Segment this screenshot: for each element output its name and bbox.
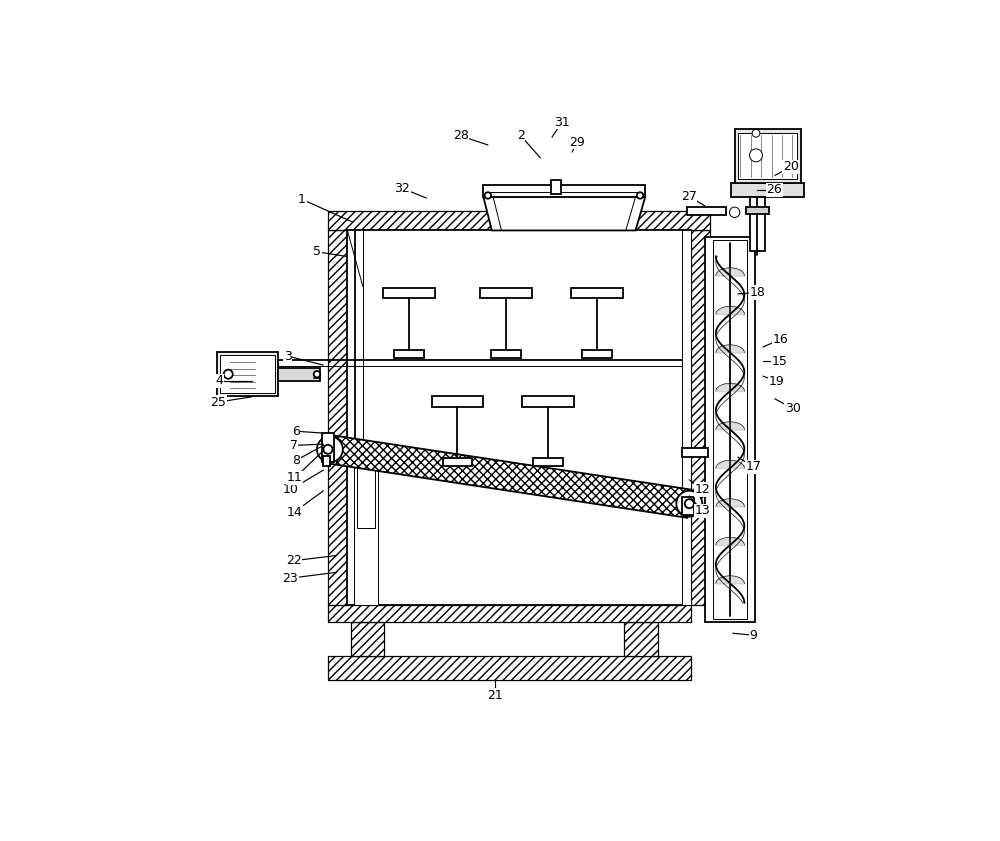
Polygon shape (483, 197, 645, 230)
Bar (394, 350, 424, 358)
Text: 8: 8 (292, 454, 300, 467)
Bar (323, 457, 330, 466)
Circle shape (314, 371, 320, 378)
Text: 25: 25 (211, 395, 226, 409)
Text: 7: 7 (290, 439, 298, 452)
Bar (533, 458, 563, 466)
Bar (220, 356, 275, 393)
Bar (354, 449, 378, 605)
Bar (738, 133, 797, 179)
Bar (750, 197, 765, 251)
Text: 32: 32 (395, 182, 410, 195)
Bar (746, 207, 769, 214)
Text: 1: 1 (298, 193, 306, 206)
Bar (480, 288, 532, 299)
Text: 16: 16 (773, 333, 788, 346)
Bar (322, 433, 334, 463)
Text: 29: 29 (569, 136, 585, 149)
Text: 15: 15 (771, 355, 787, 368)
Bar (682, 497, 694, 516)
Bar (491, 350, 521, 358)
Polygon shape (328, 436, 691, 518)
Bar (624, 622, 658, 656)
Bar (328, 656, 691, 680)
Bar (687, 207, 726, 215)
Text: 20: 20 (783, 161, 799, 173)
Bar (735, 130, 801, 182)
Bar (682, 448, 708, 458)
Text: 18: 18 (749, 286, 765, 299)
Text: 12: 12 (694, 483, 710, 496)
Bar (571, 288, 623, 299)
Circle shape (323, 445, 332, 454)
Text: 5: 5 (313, 246, 321, 258)
Bar (443, 458, 472, 466)
Bar (682, 230, 691, 605)
Circle shape (729, 207, 740, 218)
Bar (713, 241, 747, 619)
Bar (328, 211, 710, 230)
Text: 30: 30 (785, 402, 801, 415)
Bar (522, 396, 574, 406)
Circle shape (224, 370, 233, 378)
Text: 26: 26 (766, 183, 782, 196)
Text: 11: 11 (287, 471, 303, 484)
Bar (383, 288, 435, 299)
Text: 19: 19 (769, 375, 785, 388)
Text: 2: 2 (517, 130, 525, 142)
Text: 13: 13 (694, 505, 710, 517)
Text: 23: 23 (283, 572, 298, 584)
Bar (351, 622, 384, 656)
Bar (357, 449, 375, 528)
Text: 31: 31 (554, 116, 570, 129)
Text: 4: 4 (215, 374, 223, 387)
Bar (328, 605, 691, 622)
Bar (278, 368, 320, 381)
Circle shape (676, 491, 702, 516)
Text: 10: 10 (283, 483, 299, 496)
Bar (217, 352, 278, 396)
Text: 21: 21 (487, 689, 503, 702)
Text: 27: 27 (681, 189, 697, 203)
Bar (582, 350, 612, 358)
Text: 3: 3 (284, 350, 292, 362)
Circle shape (685, 500, 694, 508)
Circle shape (752, 130, 760, 137)
Text: 22: 22 (286, 554, 301, 567)
Bar (731, 182, 804, 197)
Bar (483, 185, 645, 197)
Text: 17: 17 (745, 460, 761, 473)
Circle shape (485, 193, 491, 198)
Circle shape (750, 149, 762, 161)
Text: 28: 28 (453, 130, 469, 142)
Text: 6: 6 (292, 425, 300, 437)
Bar (432, 396, 483, 406)
Bar (328, 230, 347, 605)
Circle shape (317, 436, 343, 463)
Circle shape (637, 193, 643, 198)
Bar (705, 237, 755, 622)
Bar (347, 230, 691, 605)
Text: 9: 9 (749, 629, 757, 642)
Bar (551, 180, 561, 194)
Bar (691, 230, 710, 605)
Text: 14: 14 (286, 505, 302, 519)
